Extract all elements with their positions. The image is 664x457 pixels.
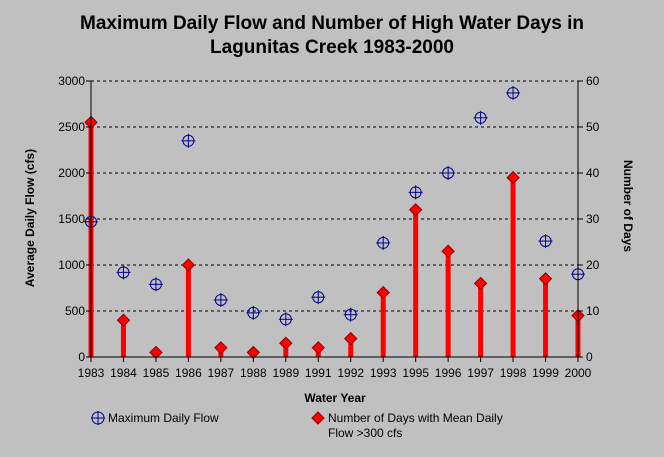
days-bar xyxy=(185,265,191,357)
flow-point xyxy=(181,133,196,148)
flow-point xyxy=(343,307,358,322)
y-tick-label-right: 40 xyxy=(586,166,600,180)
x-tick-label: 1993 xyxy=(370,366,397,380)
x-tick-label: 1988 xyxy=(240,366,267,380)
days-diamond-point xyxy=(506,170,520,185)
flow-markers xyxy=(84,85,585,327)
days-bar xyxy=(543,278,549,357)
chart-title: Maximum Daily Flow and Number of High Wa… xyxy=(0,12,664,60)
flow-point xyxy=(376,235,391,250)
y-tick-label-right: 30 xyxy=(586,212,600,226)
y-tick-label-right: 50 xyxy=(586,120,600,134)
flow-point xyxy=(311,290,326,305)
days-diamond-point xyxy=(311,341,325,355)
days-bar xyxy=(348,338,354,357)
y-tick-label-left: 500 xyxy=(65,304,85,318)
x-tick-label: 1984 xyxy=(110,366,137,380)
days-bar xyxy=(445,251,451,357)
x-tick-label: 1992 xyxy=(337,366,364,380)
flow-point xyxy=(278,312,293,327)
x-tick-label: 1997 xyxy=(467,366,494,380)
flow-point xyxy=(441,166,456,180)
flow-point xyxy=(213,292,228,307)
red-diamond-icon xyxy=(311,411,325,425)
circle-cross-icon xyxy=(91,411,105,425)
legend-label-days-line-2: Flow >300 cfs xyxy=(328,426,403,440)
y-tick-label-left: 3000 xyxy=(58,74,85,88)
y-tick-label-right: 60 xyxy=(586,74,600,88)
days-bar xyxy=(380,292,386,357)
days-diamond-point xyxy=(344,331,358,346)
x-tick-label: 1983 xyxy=(78,366,105,380)
y-tick-label-right: 20 xyxy=(586,258,600,272)
days-diamond-point xyxy=(376,285,390,300)
legend-label-days-line-1: Number of Days with Mean Daily xyxy=(328,411,503,425)
x-tick-label: 1991 xyxy=(305,366,332,380)
flow-point xyxy=(246,305,261,320)
chart-title-line-1: Maximum Daily Flow and Number of High Wa… xyxy=(80,13,584,34)
x-tick-label: 1989 xyxy=(272,366,299,380)
x-tick-label: 1999 xyxy=(532,366,559,380)
axes: 0 500 1000 1500 2000 2500 3000 0 10 20 30 40 50 60 198… xyxy=(58,74,599,380)
x-tick-label: 1996 xyxy=(435,366,462,380)
x-axis-label: Water Year xyxy=(304,391,366,405)
y-tick-label-left: 1000 xyxy=(58,258,85,272)
days-diamond-point xyxy=(441,244,455,258)
legend-item-days: Number of Days with Mean Daily Flow >300… xyxy=(310,411,540,443)
axis-labels: Water Year Average Daily Flow (cfs) Numb… xyxy=(23,149,635,405)
y-tick-label-left: 2000 xyxy=(58,166,85,180)
y-axis-right-label: Number of Days xyxy=(621,160,635,252)
y-axis-left-label: Average Daily Flow (cfs) xyxy=(23,149,37,287)
days-bars xyxy=(84,115,585,360)
legend-label-flow: Maximum Daily Flow xyxy=(108,411,219,425)
flow-point xyxy=(538,234,553,249)
x-tick-label: 1985 xyxy=(143,366,170,380)
flow-point xyxy=(148,277,163,292)
grid xyxy=(91,80,578,312)
x-tick-label: 1986 xyxy=(175,366,202,380)
flow-point xyxy=(408,185,423,200)
days-diamond-point xyxy=(538,272,553,286)
days-diamond-point xyxy=(279,336,293,350)
x-tick-label: 1998 xyxy=(500,366,527,380)
days-bar xyxy=(413,209,419,357)
y-tick-label-left: 0 xyxy=(78,350,85,364)
flow-point xyxy=(473,110,488,125)
flow-point xyxy=(506,85,521,100)
days-bar xyxy=(478,283,484,357)
y-tick-label-right: 0 xyxy=(586,350,593,364)
x-tick-label: 1987 xyxy=(208,366,235,380)
y-tick-label-left: 1500 xyxy=(58,212,85,226)
x-tick-label: 2000 xyxy=(565,366,592,380)
days-bar xyxy=(510,177,516,357)
days-diamond-point xyxy=(214,341,228,355)
days-bar xyxy=(120,320,126,357)
days-diamond-point xyxy=(181,258,196,272)
legend-item-flow: Maximum Daily Flow xyxy=(90,411,290,427)
y-tick-label-right: 10 xyxy=(586,304,600,318)
y-tick-label-left: 2500 xyxy=(58,120,85,134)
x-tick-label: 1995 xyxy=(402,366,429,380)
chart-title-line-2: Lagunitas Creek 1983-2000 xyxy=(210,37,454,58)
days-bar xyxy=(283,343,289,357)
days-diamond-point xyxy=(116,313,131,327)
days-diamond-point xyxy=(473,276,488,291)
flow-point xyxy=(116,265,131,280)
days-diamond-point xyxy=(408,203,423,217)
